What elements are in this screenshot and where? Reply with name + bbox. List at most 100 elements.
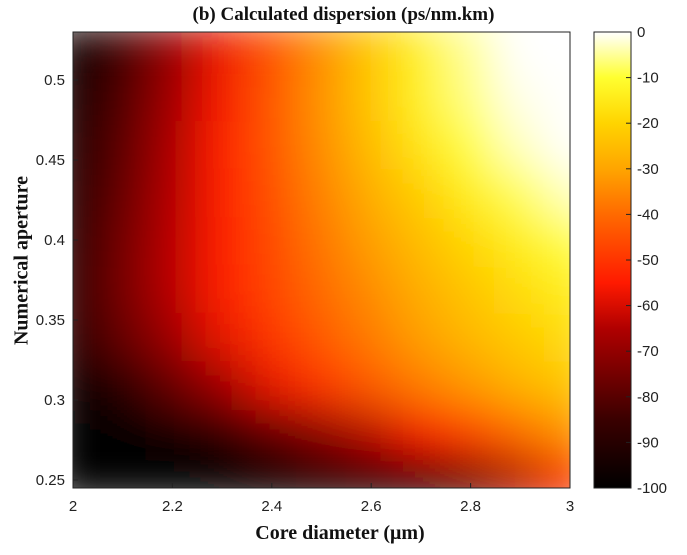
y-tick-label: 0.45 [36,152,65,169]
heatmap-cell [245,32,298,73]
y-tick-label: 0.35 [36,312,65,329]
heatmap-cell [96,215,149,265]
x-tick-label: 2.2 [162,498,183,515]
x-tick-label: 3 [566,498,574,515]
x-axis-label: Core diameter (μm) [255,522,425,544]
colorbar-tick-label: -10 [637,70,659,87]
heatmap-cell [196,32,248,73]
heatmap-cell [494,215,547,265]
heatmap-cell [196,215,248,265]
x-tick-label: 2.6 [361,498,382,515]
heatmap-cell [295,311,348,361]
heatmap-cell [96,119,149,169]
heatmap-cells [73,32,570,488]
heatmap-cell [96,455,149,488]
heatmap-cell [146,71,199,121]
heatmap-cell [295,167,348,217]
heatmap-cell [345,119,398,169]
heatmap-cell [494,311,547,361]
heatmap-cell [245,167,298,217]
chart-title: (b) Calculated dispersion (ps/nm.km) [192,4,495,25]
colorbar-tick-label: -90 [637,434,659,451]
heatmap-cell [444,359,497,409]
heatmap-cell [345,407,398,457]
colorbar-tick-label: -50 [637,252,659,269]
heatmap-cell [444,119,497,169]
heatmap-cell [96,71,149,121]
heatmap-cell [444,311,497,361]
heatmap-cell [494,407,547,457]
heatmap-cell [544,167,570,217]
heatmap-cell [295,455,348,488]
heatmap-cell [146,407,199,457]
heatmap-cell [345,455,398,488]
colorbar-tick-label: -100 [637,480,667,497]
heatmap-cell [196,407,248,457]
heatmap-cell [345,167,398,217]
colorbar-tick-label: -20 [637,115,659,132]
y-tick-label: 0.25 [36,472,65,489]
heatmap-cell [196,119,248,169]
heatmap-cell [73,71,99,121]
colorbar-tick-label: -30 [637,161,659,178]
heatmap-cell [444,32,497,73]
colorbar [593,31,632,489]
heatmap-cell [395,311,447,361]
heatmap-cell [544,71,570,121]
heatmap-cell [544,311,570,361]
heatmap-cell [295,263,348,313]
heatmap-cell [544,407,570,457]
heatmap-cell [73,167,99,217]
heatmap-cell [245,407,298,457]
heatmap-cell [73,32,99,73]
heatmap-cell [146,311,199,361]
heatmap-cell [544,455,570,488]
x-tick-label: 2.4 [261,498,282,515]
heatmap-cell [196,311,248,361]
heatmap-cell [444,407,497,457]
heatmap-cell [444,263,497,313]
heatmap-cell [196,359,248,409]
heatmap-cell [73,119,99,169]
heatmap-cell [96,359,149,409]
heatmap-cell [245,455,298,488]
heatmap-cell [73,359,99,409]
y-tick-label: 0.3 [44,392,65,409]
heatmap-cell [395,215,447,265]
heatmap-cell [73,407,99,457]
heatmap-cell [73,263,99,313]
heatmap-cell [345,215,398,265]
heatmap-cell [196,455,248,488]
heatmap-cell [96,32,149,73]
heatmap-cell [395,119,447,169]
heatmap-cell [395,407,447,457]
heatmap-cell [73,455,99,488]
heatmap-cell [345,32,398,73]
heatmap-cell [96,167,149,217]
heatmap-cell [295,359,348,409]
heatmap-cell [245,71,298,121]
heatmap-cell [395,167,447,217]
heatmap-cell [146,263,199,313]
heatmap-cell [494,167,547,217]
heatmap-cell [96,311,149,361]
heatmap-cell [245,359,298,409]
heatmap-cell [196,167,248,217]
heatmap-cell [395,263,447,313]
colorbar-tick-label: -70 [637,343,659,360]
heatmap-cell [345,263,398,313]
heatmap-cell [295,71,348,121]
heatmap-cell [494,71,547,121]
heatmap-cell [345,71,398,121]
x-tick-label: 2 [69,498,77,515]
axes: 2 2.2 2.4 2.6 2.8 3 0.25 0.3 0.35 0.4 0.45 0.5 [36,72,574,515]
heatmap-cell [73,311,99,361]
colorbar-tick-label: -60 [637,298,659,315]
heatmap-cell [146,455,199,488]
heatmap-cell [444,215,497,265]
heatmap-cell [444,71,497,121]
heatmap-cell [146,359,199,409]
x-tick-label: 2.8 [460,498,481,515]
